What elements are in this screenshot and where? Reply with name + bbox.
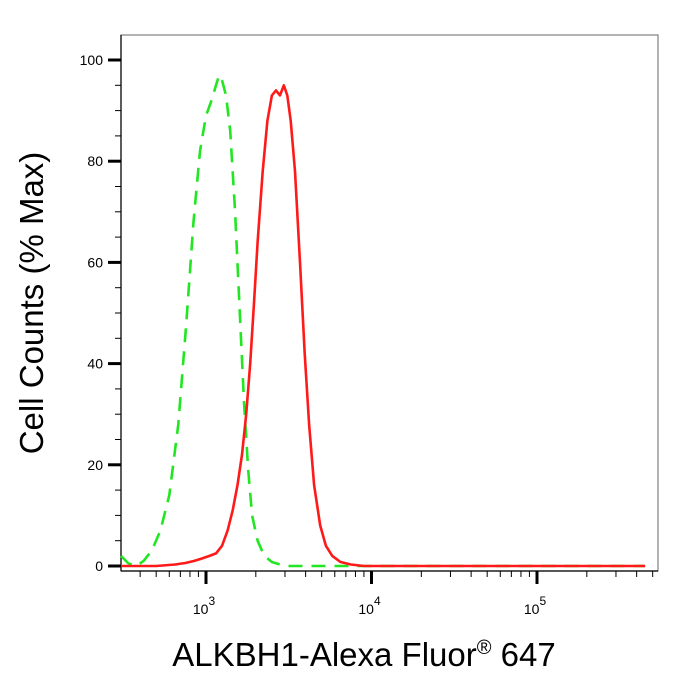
x-tick-label: 105 <box>524 594 547 617</box>
control-histogram-line <box>120 73 646 568</box>
x-axis-title: ALKBH1-Alexa Fluor® 647 <box>172 636 555 673</box>
series-layer <box>120 73 646 568</box>
y-tick-label: 40 <box>87 356 103 372</box>
y-tick-label: 0 <box>95 558 103 574</box>
y-axis-title: Cell Counts (% Max) <box>13 152 50 455</box>
y-minor-ticks <box>115 84 121 542</box>
y-tick-label: 80 <box>87 153 103 169</box>
x-minor-ticks <box>139 571 654 577</box>
x-major-ticks: 103 104 105 <box>193 571 547 617</box>
alkbh1-histogram-line <box>121 84 646 568</box>
y-tick-label: 60 <box>87 254 103 270</box>
y-tick-label: 20 <box>87 457 103 473</box>
x-tick-label: 104 <box>358 594 381 617</box>
x-tick-label: 103 <box>193 594 216 617</box>
y-tick-label: 100 <box>80 52 104 68</box>
plot-frame <box>120 34 659 572</box>
y-major-ticks: 0 20 40 60 80 100 <box>80 52 121 574</box>
